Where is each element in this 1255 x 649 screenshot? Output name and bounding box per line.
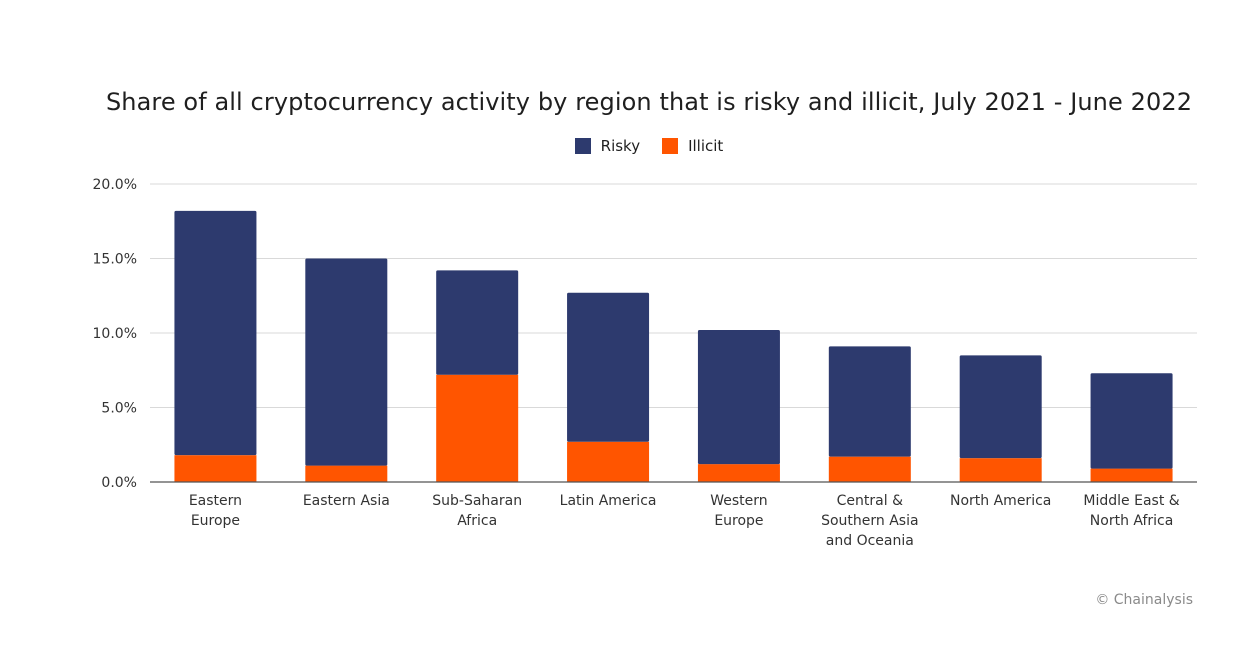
bar-risky — [567, 292, 650, 442]
bar-risky — [697, 330, 780, 465]
bar-risky — [1090, 373, 1173, 469]
bar-illicit — [305, 465, 388, 482]
legend: Risky Illicit — [0, 137, 1255, 155]
bar-illicit — [436, 374, 519, 482]
y-tick-label: 20.0% — [93, 177, 137, 193]
x-tick-label: Europe — [191, 513, 240, 529]
x-tick-label: Middle East & — [1083, 493, 1179, 509]
bar-risky — [828, 346, 911, 457]
x-tick-label: North America — [950, 493, 1051, 509]
legend-swatch-risky — [574, 138, 591, 154]
bar-illicit — [174, 455, 257, 482]
x-tick-label: Central & — [837, 493, 903, 509]
x-tick-label: Eastern — [189, 493, 242, 509]
chart-title: Share of all cryptocurrency activity by … — [105, 88, 1193, 116]
bar-illicit — [1090, 468, 1173, 482]
bar-risky — [959, 355, 1042, 459]
bar-risky — [436, 270, 519, 375]
bar-illicit — [697, 464, 780, 482]
y-tick-label: 0.0% — [101, 475, 137, 491]
y-tick-label: 15.0% — [93, 252, 137, 268]
legend-label-risky: Risky — [600, 137, 641, 155]
chainalysis-credit: © Chainalysis — [1095, 592, 1193, 608]
y-tick-label: 10.0% — [93, 326, 137, 342]
legend-swatch-illicit — [662, 138, 679, 154]
bar-illicit — [959, 458, 1042, 482]
x-tick-label: Southern Asia — [821, 513, 918, 529]
x-tick-label: and Oceania — [826, 533, 914, 549]
x-tick-label: Latin America — [560, 493, 657, 509]
bar-risky — [305, 258, 388, 466]
x-tick-label: Africa — [457, 513, 497, 529]
bar-illicit — [828, 456, 911, 482]
bar-illicit — [567, 441, 650, 482]
y-tick-label: 5.0% — [101, 401, 137, 417]
x-tick-label: North Africa — [1090, 513, 1174, 529]
x-tick-label: Europe — [714, 513, 763, 529]
legend-item-illicit: Illicit — [662, 137, 723, 155]
x-tick-label: Sub-Saharan — [432, 493, 522, 509]
x-tick-label: Western — [710, 493, 767, 509]
bar-risky — [174, 210, 257, 456]
legend-item-risky: Risky — [574, 137, 641, 155]
x-tick-label: Eastern Asia — [303, 493, 390, 509]
legend-label-illicit: Illicit — [688, 137, 724, 155]
